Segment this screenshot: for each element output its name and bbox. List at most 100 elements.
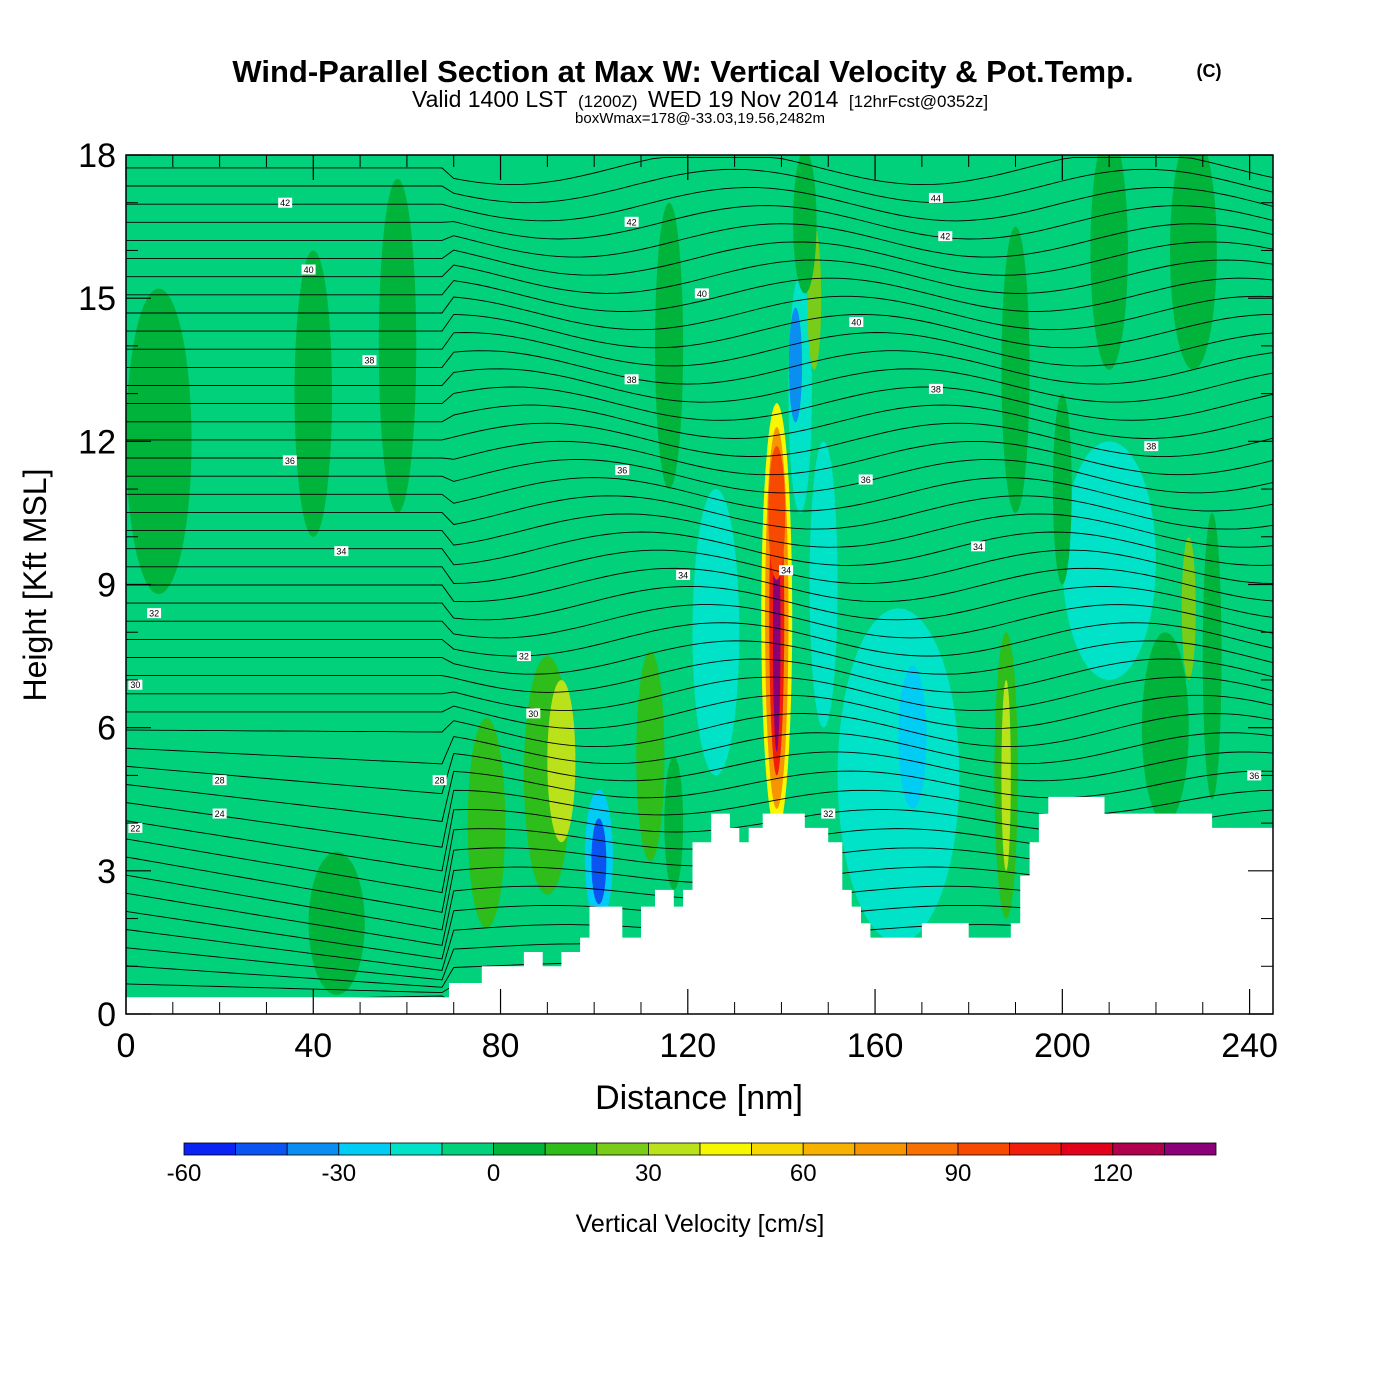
- isentrope-label-10: 38: [1146, 442, 1156, 452]
- isentrope-line-28: [126, 477, 1273, 512]
- w-cell-13: [664, 756, 684, 890]
- y-tick-label-4: 12: [78, 423, 116, 461]
- isentrope-line-41: [126, 241, 1273, 276]
- isentrope-label-22: 28: [215, 776, 225, 786]
- isentrope-line-46: [126, 156, 1273, 186]
- x-tick-label-2: 80: [482, 1027, 520, 1065]
- colorbar-tick-label-2: 0: [487, 1160, 500, 1187]
- isentrope-line-37: [126, 313, 1273, 349]
- colorbar-swatch-1: [235, 1142, 288, 1156]
- terrain-mask: [126, 796, 1273, 1014]
- isentrope-label-bg-5: [694, 288, 709, 299]
- copyright-mark: (C): [1197, 61, 1222, 81]
- colorbar-swatch-11: [751, 1142, 804, 1156]
- colorbar-swatch-6: [493, 1142, 546, 1156]
- isentrope-line-16: [126, 694, 1273, 730]
- w-cell-5: [467, 718, 506, 929]
- isentrope-label-bg-4: [301, 264, 316, 275]
- colorbar-tick-label-5: 90: [945, 1160, 972, 1187]
- w-cell-22: [788, 307, 803, 423]
- colorbar-swatch-17: [1060, 1142, 1114, 1156]
- isentrope-label-bg-10: [1144, 441, 1159, 452]
- isentrope-label-bg-24: [212, 808, 227, 819]
- colorbar-swatch-8: [596, 1142, 649, 1156]
- w-cell-20: [768, 446, 786, 580]
- valid-utc-label: (1200Z): [578, 92, 638, 111]
- isentrope-label-bg-13: [858, 474, 873, 485]
- isentrope-label-13: 36: [861, 475, 871, 485]
- w-cell-12: [636, 651, 665, 862]
- isentrope-label-1: 42: [280, 198, 290, 208]
- isentrope-label-bg-22: [212, 775, 227, 786]
- isentrope-label-bg-26: [821, 808, 836, 819]
- w-cell-1: [294, 250, 332, 537]
- isentrope-label-25: 22: [130, 823, 140, 833]
- w-cell-37: [1052, 393, 1072, 585]
- isentrope-label-bg-23: [432, 775, 447, 786]
- chart-title: Wind-Parallel Section at Max W: Vertical…: [232, 54, 1133, 89]
- colorbar-tick-label-6: 120: [1093, 1160, 1133, 1187]
- isentrope-label-bg-19: [516, 651, 531, 662]
- isentrope-label-bg-20: [128, 679, 143, 690]
- isentrope-label-21: 30: [528, 709, 538, 719]
- colorbar-swatch-2: [286, 1142, 340, 1156]
- isentrope-label-bg-27: [1247, 770, 1262, 781]
- isentrope-line-43: [126, 205, 1273, 240]
- valid-date-label: WED 19 Nov 2014: [648, 86, 839, 112]
- isentrope-label-5: 40: [697, 289, 707, 299]
- y-tick-label-3: 9: [97, 567, 116, 605]
- isentrope-label-bg-2: [624, 216, 639, 227]
- isentrope-line-32: [126, 404, 1273, 439]
- colorbar-swatch-18: [1112, 1142, 1165, 1156]
- colorbar-swatch-5: [441, 1142, 494, 1156]
- y-axis-label: Height [Kft MSL]: [17, 469, 53, 702]
- colorbar-tick-label-3: 30: [635, 1160, 662, 1187]
- isentrope-line-24: [126, 549, 1273, 584]
- isentrope-label-0: 44: [931, 193, 941, 203]
- w-cell-27: [898, 665, 927, 809]
- isentrope-line-36: [126, 332, 1273, 367]
- isentrope-label-bg-11: [282, 455, 297, 466]
- isentrope-label-26: 32: [823, 809, 833, 819]
- w-cell-33: [1202, 512, 1222, 800]
- colorbar-swatch-15: [957, 1142, 1010, 1156]
- isentrope-label-8: 38: [627, 375, 637, 385]
- isentrope-label-20: 30: [130, 680, 140, 690]
- isentrope-line-33: [126, 386, 1273, 421]
- isentrope-label-bg-15: [676, 569, 691, 580]
- contour-labels: 44 42 42 42 40 40 40 38 38 38 38 36 36 36 34 34 34 34 32 32…: [128, 192, 1262, 833]
- isentrope-line-30: [126, 440, 1273, 476]
- isentrope-line-22: [126, 585, 1273, 621]
- isentrope-line-39: [126, 277, 1273, 312]
- isentrope-line-27: [126, 495, 1273, 530]
- isentrope-line-26: [126, 513, 1273, 548]
- w-cell-14: [692, 489, 740, 776]
- isentrope-label-bg-14: [334, 546, 349, 557]
- colorbar-swatch-14: [906, 1142, 959, 1156]
- isentrope-label-17: 34: [973, 542, 983, 552]
- isentrope-label-27: 36: [1249, 771, 1259, 781]
- isentrope-label-bg-6: [849, 317, 864, 328]
- isentrope-line-38: [126, 295, 1273, 331]
- isentrope-label-bg-21: [526, 708, 541, 719]
- colorbar-swatch-16: [1009, 1142, 1062, 1156]
- y-tick-label-2: 6: [97, 710, 116, 748]
- isentrope-line-40: [126, 259, 1273, 294]
- isentrope-line-15: [126, 713, 1273, 748]
- y-tick-label-0: 0: [97, 996, 116, 1034]
- isentrope-label-bg-7: [362, 355, 377, 366]
- x-tick-label-1: 40: [294, 1027, 332, 1065]
- isentrope-label-11: 36: [285, 456, 295, 466]
- isentrope-label-2: 42: [627, 217, 637, 227]
- isentrope-line-31: [126, 422, 1273, 458]
- y-tick-label-5: 15: [78, 280, 116, 318]
- isentrope-label-16: 34: [781, 566, 791, 576]
- w-cell-26: [837, 608, 960, 943]
- isentrope-label-bg-8: [624, 374, 639, 385]
- colorbar-tick-label-4: 60: [790, 1160, 817, 1187]
- x-axis: 0 40 80 120 160 200 240: [117, 155, 1278, 1065]
- colorbar-tick-label-0: -60: [167, 1160, 202, 1187]
- w-cell-0: [126, 288, 192, 595]
